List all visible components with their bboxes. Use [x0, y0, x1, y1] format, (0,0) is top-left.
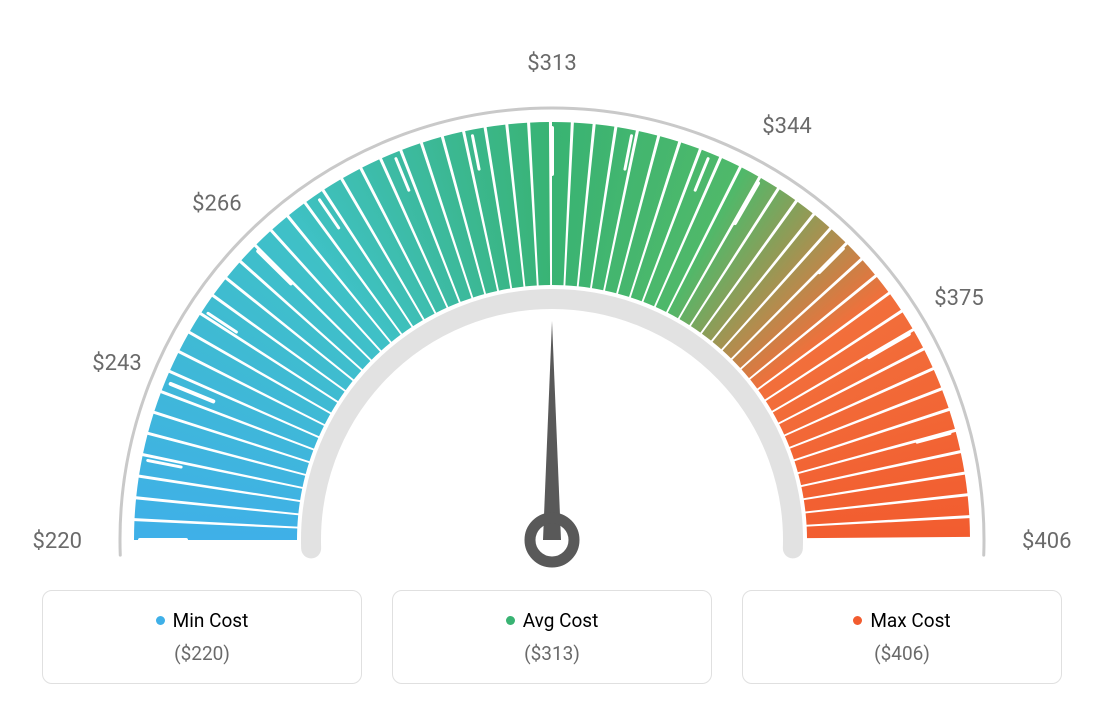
gauge-tick-label: $375 [934, 286, 983, 311]
gauge-tick-label: $344 [762, 114, 811, 139]
legend-card-max: Max Cost ($406) [742, 590, 1062, 684]
legend-dot-min [156, 616, 165, 625]
legend-title-max: Max Cost [763, 609, 1041, 632]
legend-value-min: ($220) [63, 642, 341, 665]
gauge-needle [543, 321, 561, 540]
legend-value-max: ($406) [763, 642, 1041, 665]
legend-row: Min Cost ($220) Avg Cost ($313) Max Cost… [0, 570, 1104, 714]
gauge-tick-label: $406 [1022, 529, 1071, 554]
legend-dot-max [853, 616, 862, 625]
legend-label-avg: Avg Cost [523, 609, 599, 632]
legend-card-min: Min Cost ($220) [42, 590, 362, 684]
gauge-area: $220 $243 $266 $313 $344 $375 $406 [0, 0, 1104, 570]
legend-title-min: Min Cost [63, 609, 341, 632]
gauge-tick-label: $220 [33, 529, 82, 554]
legend-title-avg: Avg Cost [413, 609, 691, 632]
legend-value-avg: ($313) [413, 642, 691, 665]
gauge-svg: $220 $243 $266 $313 $344 $375 $406 [0, 10, 1104, 570]
legend-dot-avg [506, 616, 515, 625]
legend-label-min: Min Cost [173, 609, 249, 632]
legend-label-max: Max Cost [870, 609, 950, 632]
gauge-tick-label: $243 [92, 351, 141, 376]
legend-card-avg: Avg Cost ($313) [392, 590, 712, 684]
gauge-tick-label: $313 [527, 51, 576, 76]
chart-container: $220 $243 $266 $313 $344 $375 $406 Min Cost ($… [0, 0, 1104, 690]
gauge-tick-label: $266 [192, 191, 241, 216]
